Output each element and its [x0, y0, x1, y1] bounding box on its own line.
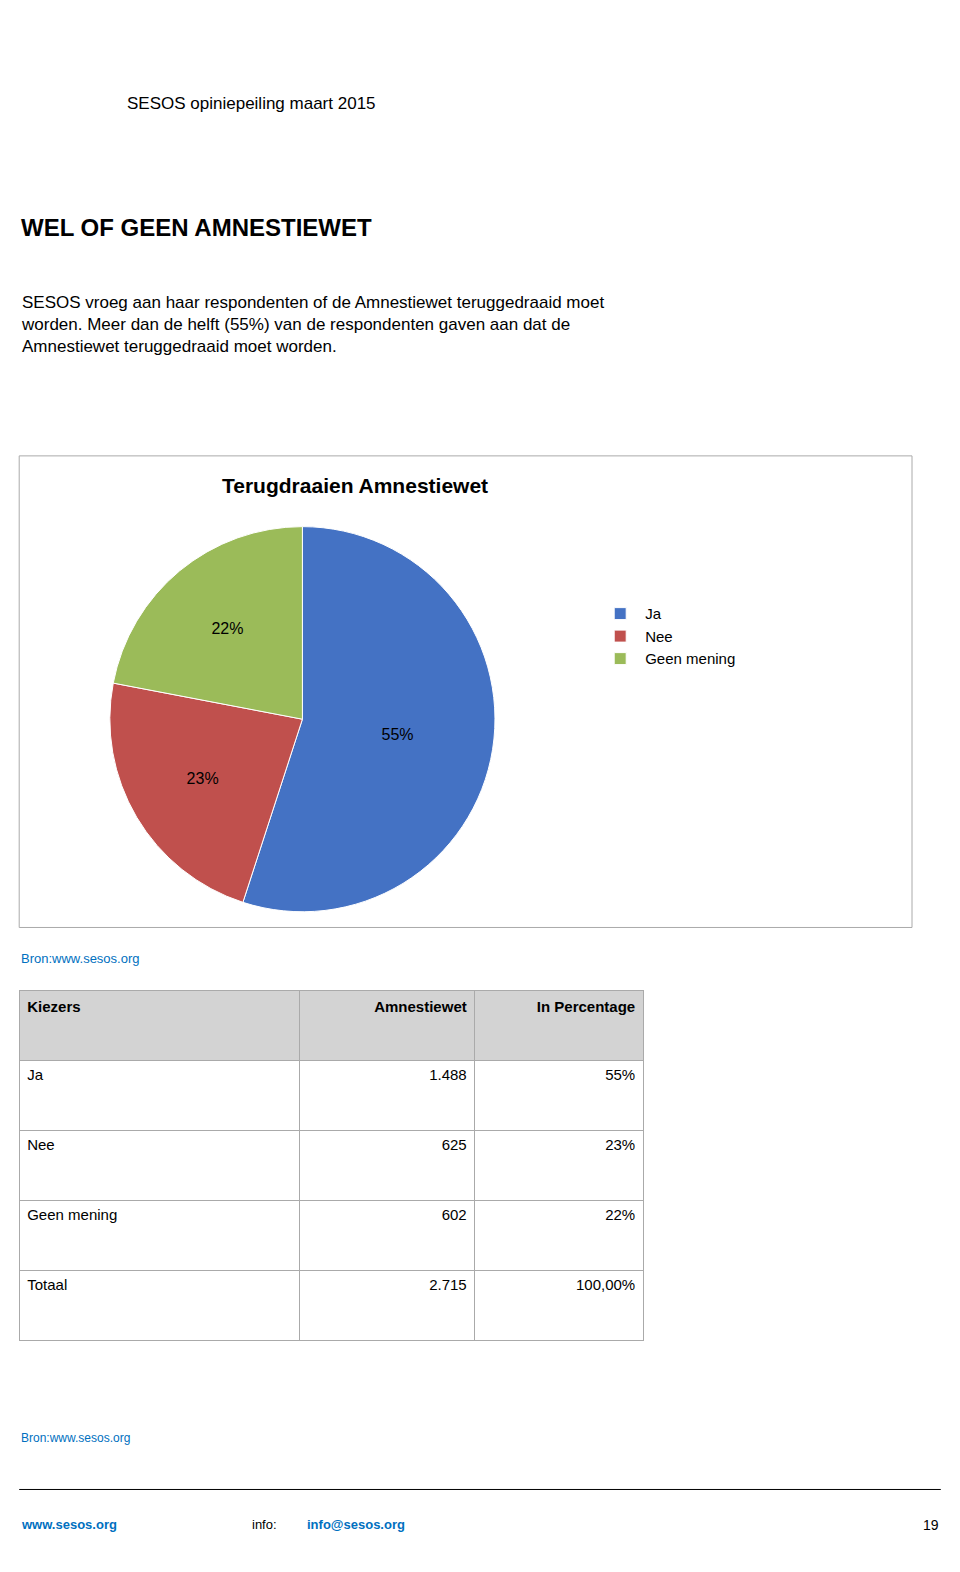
- svg-text:In Percentage: In Percentage: [537, 998, 635, 1015]
- svg-text:19: 19: [923, 1517, 939, 1533]
- svg-text:SESOS vroeg aan haar responden: SESOS vroeg aan haar respondenten of de …: [21, 293, 604, 356]
- svg-text:Nee: Nee: [645, 628, 673, 645]
- svg-text:2.715: 2.715: [429, 1276, 467, 1293]
- svg-text:www.sesos.org: www.sesos.org: [21, 1517, 117, 1532]
- svg-text:22%: 22%: [211, 620, 243, 637]
- svg-text:Nee: Nee: [27, 1136, 55, 1153]
- svg-text:SESOS opiniepeiling maart 2015: SESOS opiniepeiling maart 2015: [127, 94, 376, 113]
- svg-text:Bron:www.sesos.org: Bron:www.sesos.org: [21, 951, 140, 966]
- svg-text:602: 602: [442, 1206, 467, 1223]
- svg-text:Bron:www.sesos.org: Bron:www.sesos.org: [21, 1431, 130, 1445]
- svg-text:Totaal: Totaal: [27, 1276, 67, 1293]
- svg-text:Ja: Ja: [27, 1066, 44, 1083]
- svg-text:Amnestiewet: Amnestiewet: [374, 998, 467, 1015]
- svg-text:55%: 55%: [381, 726, 413, 743]
- svg-text:23%: 23%: [187, 770, 219, 787]
- svg-text:info:: info:: [252, 1517, 280, 1532]
- svg-text:Geen mening: Geen mening: [27, 1206, 117, 1223]
- svg-text:22%: 22%: [605, 1206, 635, 1223]
- svg-text:1.488: 1.488: [429, 1066, 467, 1083]
- svg-text:100,00%: 100,00%: [576, 1276, 635, 1293]
- svg-text:Kiezers: Kiezers: [27, 998, 80, 1015]
- svg-text:Ja: Ja: [645, 605, 662, 622]
- svg-text:625: 625: [442, 1136, 467, 1153]
- svg-text:WEL OF GEEN AMNESTIEWET: WEL OF GEEN AMNESTIEWET: [21, 214, 372, 241]
- svg-text:Geen mening: Geen mening: [645, 650, 735, 667]
- svg-text:55%: 55%: [605, 1066, 635, 1083]
- svg-text:info@sesos.org: info@sesos.org: [307, 1517, 405, 1532]
- svg-text:23%: 23%: [605, 1136, 635, 1153]
- svg-text:Terugdraaien Amnestiewet: Terugdraaien Amnestiewet: [222, 474, 488, 497]
